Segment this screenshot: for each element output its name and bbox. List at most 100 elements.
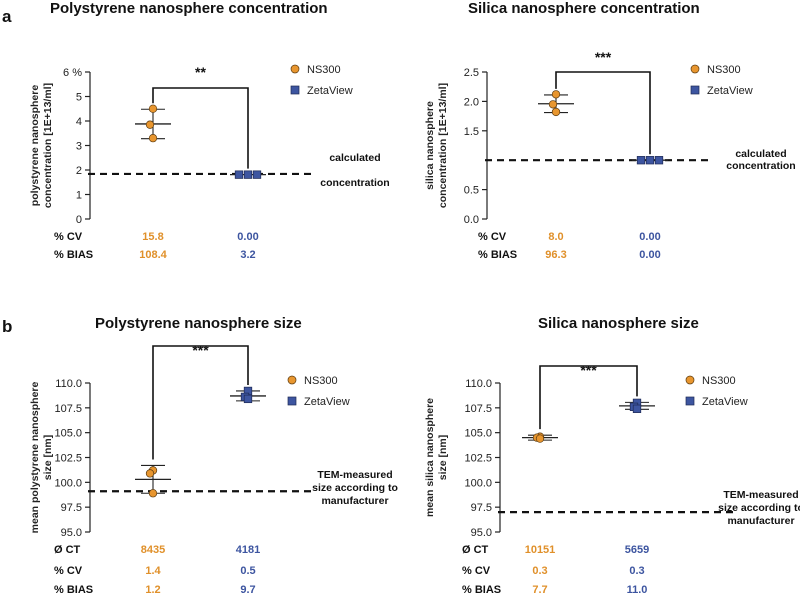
stat-label: Ø CT — [462, 544, 489, 556]
stat-value: 108.4 — [139, 249, 167, 261]
y-axis-label: polystyrene nanosphereconcentration [1E+… — [29, 83, 54, 208]
chart-title: Silica nanosphere concentration — [468, 0, 700, 17]
reference-label: calculated — [735, 148, 786, 160]
stat-value: 8435 — [141, 544, 165, 556]
legend-marker-zetaview — [287, 396, 297, 406]
data-point — [252, 170, 262, 179]
chart-si_conc: Silica nanosphere concentration 0.0 0.5 1.5… — [424, 0, 796, 261]
stat-value: 0.3 — [532, 565, 547, 577]
series-ns300 — [538, 90, 574, 117]
y-tick-label: 95.0 — [61, 527, 82, 539]
reference-label: size according to — [312, 482, 398, 494]
data-point — [632, 404, 642, 413]
y-axis-label-line: size [nm] — [42, 435, 54, 481]
y-tick-label: 110.0 — [55, 378, 82, 390]
stat-value: 0.00 — [237, 231, 258, 243]
legend-label: ZetaView — [702, 396, 748, 408]
y-tick-label: 0.5 — [464, 185, 479, 197]
reference-label: size according to — [718, 502, 800, 514]
legend-label: NS300 — [304, 375, 338, 387]
significance-marker: *** — [580, 362, 597, 378]
data-point — [551, 107, 561, 117]
stat-label: % CV — [54, 231, 83, 243]
legend-label: ZetaView — [304, 396, 350, 408]
y-tick-label: 95.0 — [471, 527, 492, 539]
y-tick-label: 1.5 — [464, 126, 479, 138]
y-axis-label: mean polystyrene nanospheresize [nm] — [29, 381, 54, 533]
y-tick-label: 100.0 — [54, 477, 82, 489]
y-tick-label: 110.0 — [465, 378, 492, 390]
data-point — [145, 120, 155, 129]
stat-value: 7.7 — [532, 584, 547, 596]
y-axis-label-line: silica nanosphere — [424, 101, 436, 190]
y-tick-label: 102.5 — [464, 453, 492, 465]
y-tick-label: 107.5 — [464, 403, 492, 415]
y-tick-label: 97.5 — [61, 502, 82, 514]
stat-value: 10151 — [525, 544, 556, 556]
stat-value: 4181 — [236, 544, 260, 556]
y-tick-label: 5 — [76, 92, 82, 104]
chart-title: Polystyrene nanosphere concentration — [50, 0, 328, 17]
y-tick-label: 105.0 — [464, 428, 492, 440]
legend-marker-zetaview — [685, 396, 695, 406]
reference-label: concentration — [726, 160, 795, 172]
y-tick-label: 4 — [76, 116, 82, 128]
significance-bracket — [539, 365, 638, 430]
y-axis-label-line: concentration [1E+13/ml] — [42, 83, 54, 208]
stat-label: Ø CT — [54, 544, 81, 556]
data-point — [148, 133, 158, 143]
stat-label: % BIAS — [54, 249, 93, 261]
stat-label: % BIAS — [462, 584, 501, 596]
y-tick-label: 2.0 — [464, 96, 479, 108]
reference-label: TEM-measured — [317, 469, 392, 481]
series-zetaview — [230, 386, 266, 404]
significance-bracket — [555, 71, 651, 155]
stat-value: 3.2 — [240, 249, 255, 261]
reference-label: calculated — [329, 152, 380, 164]
reference-label: concentration — [320, 177, 389, 189]
stat-value: 96.3 — [545, 249, 566, 261]
stat-value: 9.7 — [240, 584, 255, 596]
legend-label: NS300 — [707, 64, 741, 76]
y-axis-label-line: mean silica nanosphere — [424, 398, 436, 517]
y-tick-label: 6 % — [63, 67, 82, 79]
series-zetaview — [619, 398, 655, 413]
stat-value: 1.4 — [145, 565, 161, 577]
series-ns300 — [135, 464, 171, 498]
data-point — [234, 170, 244, 179]
y-tick-label: 1 — [76, 190, 82, 202]
legend-label: NS300 — [702, 375, 736, 387]
significance-marker: *** — [192, 342, 209, 358]
y-tick-label: 2 — [76, 165, 82, 177]
reference-label: TEM-measured — [723, 489, 798, 501]
panel-label-a: a — [2, 7, 12, 26]
series-ns300 — [522, 432, 558, 443]
y-axis-label: mean silica nanospheresize [nm] — [424, 398, 449, 517]
y-tick-label: 0 — [76, 214, 82, 226]
significance-bracket — [152, 87, 249, 169]
series-zetaview — [230, 170, 266, 179]
stat-value: 8.0 — [548, 231, 563, 243]
y-tick-label: 0.0 — [464, 214, 479, 226]
stat-label: % CV — [462, 565, 491, 577]
legend-marker-zetaview — [290, 85, 300, 95]
stat-label: % BIAS — [54, 584, 93, 596]
data-point — [148, 104, 158, 113]
data-point — [243, 394, 253, 404]
stat-value: 0.5 — [240, 565, 255, 577]
y-axis-label-line: polystyrene nanosphere — [29, 85, 41, 207]
y-axis-label-line: mean polystyrene nanosphere — [29, 381, 41, 533]
panel-label-b: b — [2, 317, 12, 336]
series-ns300 — [135, 104, 171, 143]
y-tick-label: 105.0 — [54, 428, 82, 440]
y-tick-label: 100.0 — [464, 477, 492, 489]
y-tick-label: 102.5 — [54, 453, 82, 465]
y-tick-label: 107.5 — [54, 403, 82, 415]
chart-title: Polystyrene nanosphere size — [95, 315, 302, 332]
legend-marker-ns300 — [290, 64, 300, 74]
significance-marker: *** — [595, 49, 612, 65]
stat-value: 5659 — [625, 544, 649, 556]
data-point — [551, 90, 561, 99]
stat-label: % BIAS — [478, 249, 517, 261]
legend-marker-ns300 — [287, 375, 297, 385]
